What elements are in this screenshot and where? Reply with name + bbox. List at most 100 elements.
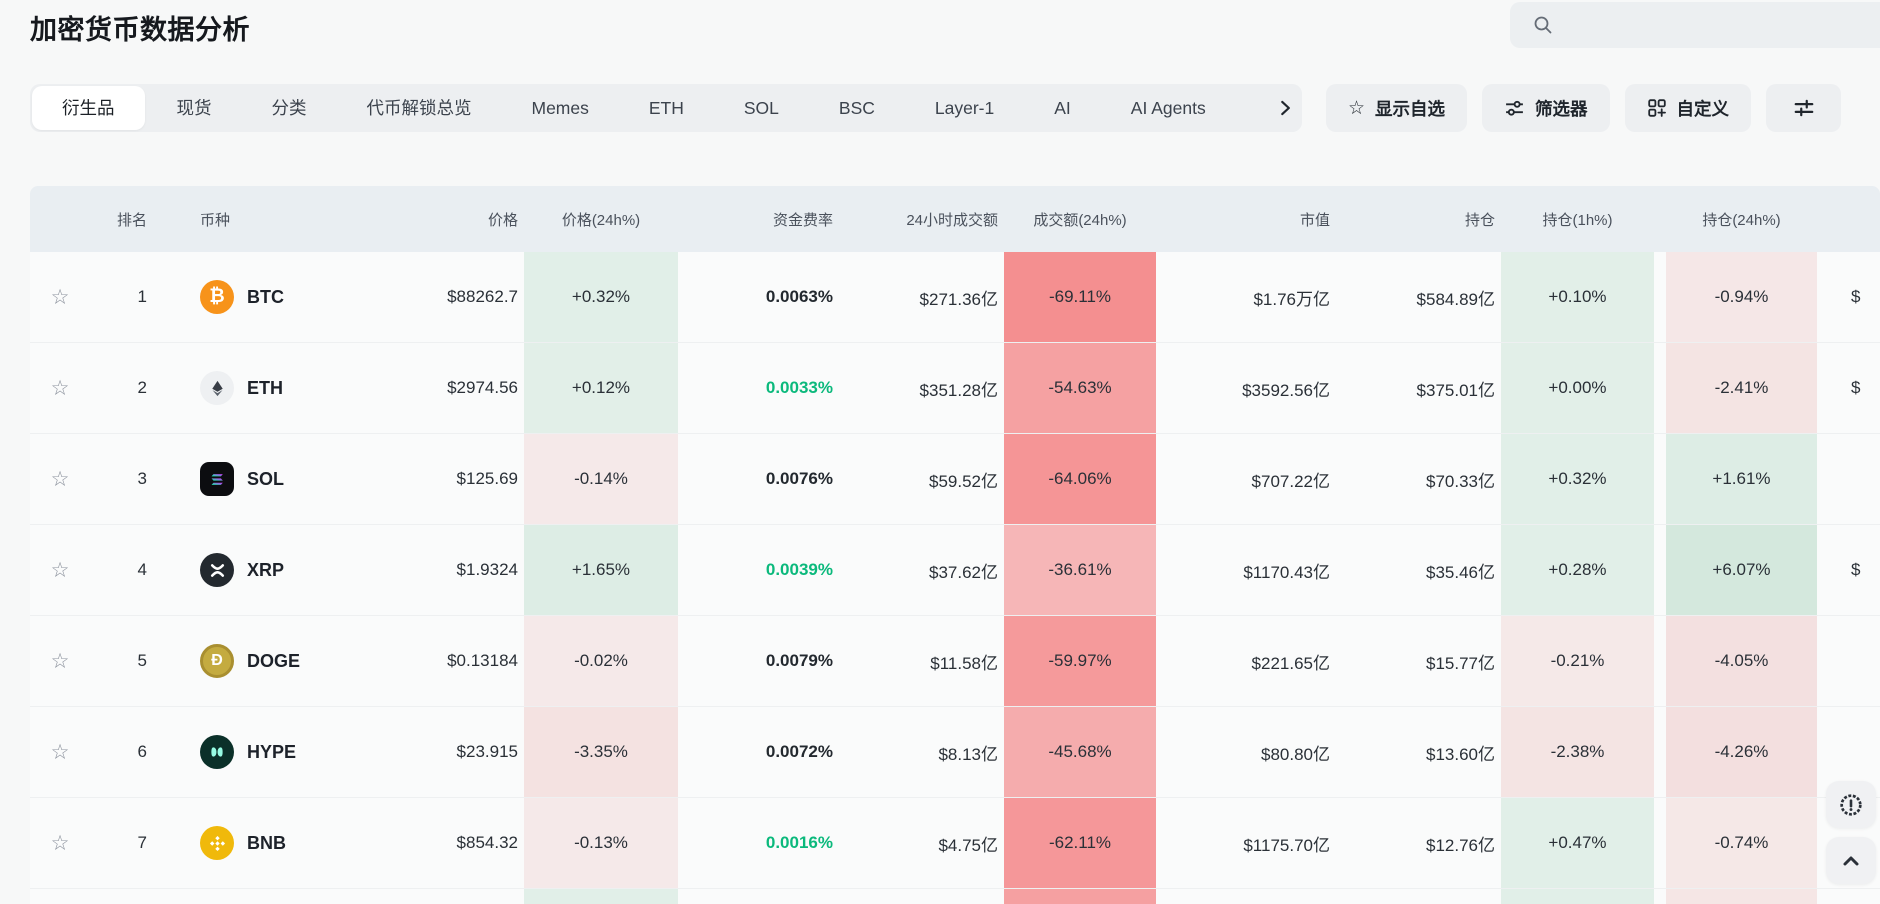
rank-cell: 3 <box>137 469 147 488</box>
open-interest-cell: $70.33亿 <box>1426 471 1495 491</box>
coin-cell: BNB <box>155 798 390 888</box>
rank-cell: 6 <box>137 742 147 761</box>
table-row[interactable]: ☆ 3 SOL $125.69 -0.14% 0.0076% $59.52亿 -64.06% $… <box>30 434 1880 525</box>
tab-SOL[interactable]: SOL <box>743 98 779 118</box>
column-header-funding-rate[interactable]: 资金费率 <box>772 211 833 229</box>
price-change-cell: -0.02% <box>518 616 684 706</box>
feedback-button[interactable] <box>1826 781 1876 828</box>
table-row[interactable]: ☆ 4 XRP $1.9324 +1.65% 0.0039% $37.62亿 -36.61% $… <box>30 525 1880 616</box>
scroll-top-button[interactable] <box>1826 837 1876 884</box>
price-cell: $125.69 <box>456 469 518 488</box>
market-cap-cell: $707.22亿 <box>1251 471 1330 491</box>
column-header-coin[interactable]: 币种 <box>200 211 231 229</box>
tab-AI[interactable]: AI <box>1054 98 1071 118</box>
tab-Layer-1[interactable]: Layer-1 <box>934 98 995 118</box>
funding-rate-cell <box>684 889 833 904</box>
edge-value-cell: $ <box>1851 287 1861 306</box>
column-header-volume-24h[interactable]: 24小时成交额 <box>906 211 998 229</box>
rank-cell: 2 <box>137 378 147 397</box>
funding-rate-cell: 0.0076% <box>765 469 833 488</box>
tab-Memes[interactable]: Memes <box>531 98 589 118</box>
price-cell: $88262.7 <box>447 287 518 306</box>
floating-buttons <box>1826 781 1876 884</box>
oi-24h-change-cell: -4.05% <box>1660 616 1823 706</box>
table-row[interactable] <box>30 889 1880 904</box>
coin-symbol: SOL <box>247 468 285 489</box>
favorite-star-icon[interactable]: ☆ <box>50 467 70 491</box>
oi-1h-change-cell <box>1495 889 1660 904</box>
customize-button-label: 自定义 <box>1676 98 1730 119</box>
tab-衍生品[interactable]: 衍生品 <box>32 86 145 130</box>
favorite-star-icon[interactable] <box>30 889 90 904</box>
tab-ETH[interactable]: ETH <box>648 98 684 118</box>
tab-现货[interactable]: 现货 <box>176 98 212 118</box>
volume-cell: $37.62亿 <box>929 562 998 582</box>
oi-1h-change-cell: +0.10% <box>1495 252 1660 342</box>
price-change-cell <box>518 889 684 904</box>
edge-value-cell <box>1823 616 1880 706</box>
adjust-columns-button[interactable] <box>1766 84 1842 132</box>
oi-24h-change-cell: -2.41% <box>1660 343 1823 433</box>
market-cap-cell: $1.76万亿 <box>1253 289 1330 309</box>
tab-scroll-right-button[interactable] <box>1274 97 1296 119</box>
edge-value-cell <box>1823 434 1880 524</box>
column-header-open-interest[interactable]: 持仓 <box>1464 211 1495 229</box>
volume-cell: $271.36亿 <box>919 289 998 309</box>
oi-1h-change-cell: +0.28% <box>1495 525 1660 615</box>
column-header-price-change-24h[interactable]: 价格(24h%) <box>561 211 641 229</box>
table-row[interactable]: ☆ 1 ₿ BTC $88262.7 +0.32% 0.0063% $271.36亿 -69.1… <box>30 252 1880 343</box>
coin-cell: ETH <box>155 343 390 433</box>
alert-badge-icon <box>1840 793 1862 816</box>
favorite-star-icon[interactable]: ☆ <box>50 376 70 400</box>
coin-symbol: ETH <box>247 377 283 398</box>
volume-change-cell: -62.11% <box>998 798 1162 888</box>
volume-change-cell <box>998 889 1162 904</box>
column-header-oi-change-24h[interactable]: 持仓(24h%) <box>1702 211 1781 229</box>
search-box[interactable] <box>1510 2 1880 48</box>
favorite-star-icon[interactable]: ☆ <box>50 558 70 582</box>
market-cap-cell <box>1162 889 1330 904</box>
show-favorites-button-label: 显示自选 <box>1375 98 1446 119</box>
oi-1h-change-cell: -0.21% <box>1495 616 1660 706</box>
tab-代币解锁总览[interactable]: 代币解锁总览 <box>366 98 472 118</box>
price-cell: $854.32 <box>456 833 518 852</box>
crypto-table: 排名 币种 价格 价格(24h%) 资金费率 24小时成交额 成交额(24h%) 市值 持仓 持仓… <box>30 186 1880 904</box>
filter-button-label: 筛选器 <box>1535 98 1588 119</box>
table-row[interactable]: ☆ 7 BNB $854.32 -0.13% 0.0016% $4.75亿 -62.11% $1… <box>30 798 1880 889</box>
market-cap-cell: $3592.56亿 <box>1242 380 1330 400</box>
coin-cell: HYPE <box>155 707 390 797</box>
favorite-star-icon[interactable]: ☆ <box>50 649 70 673</box>
column-header-oi-change-1h[interactable]: 持仓(1h%) <box>1542 211 1613 229</box>
funding-rate-cell: 0.0016% <box>765 833 833 852</box>
table-row[interactable]: ☆ 6 HYPE $23.915 -3.35% 0.0072% $8.13亿 -45.68% $… <box>30 707 1880 798</box>
column-header-rank[interactable]: 排名 <box>116 211 147 229</box>
column-header-price[interactable]: 价格 <box>487 211 518 229</box>
search-input[interactable] <box>1564 2 1880 48</box>
favorite-star-icon[interactable]: ☆ <box>50 740 70 764</box>
show-favorites-button[interactable]: ☆ 显示自选 <box>1326 84 1468 132</box>
coin-cell: ₿ BTC <box>155 252 390 342</box>
coin-symbol: BNB <box>247 832 286 853</box>
tab-BSC[interactable]: BSC <box>838 98 875 118</box>
volume-change-cell: -59.97% <box>998 616 1162 706</box>
table-row[interactable]: ☆ 2 ETH $2974.56 +0.12% 0.0033% $351.28亿 -54.63… <box>30 343 1880 434</box>
tab-分类[interactable]: 分类 <box>271 98 307 118</box>
filter-button[interactable]: 筛选器 <box>1482 84 1610 132</box>
hype-icon <box>200 735 234 769</box>
table-header: 排名 币种 价格 价格(24h%) 资金费率 24小时成交额 成交额(24h%) 市值 持仓 持仓… <box>30 186 1880 252</box>
funding-rate-cell: 0.0039% <box>765 560 833 579</box>
table-row[interactable]: ☆ 5 Ð DOGE $0.13184 -0.02% 0.0079% $11.58亿 -59.9… <box>30 616 1880 707</box>
volume-change-cell: -45.68% <box>998 707 1162 797</box>
market-cap-cell: $1170.43亿 <box>1243 562 1330 582</box>
column-header-volume-change-24h[interactable]: 成交额(24h%) <box>1033 211 1127 229</box>
oi-1h-change-cell: +0.32% <box>1495 434 1660 524</box>
tab-AI Agents[interactable]: AI Agents <box>1130 98 1206 118</box>
column-header-market-cap[interactable]: 市值 <box>1299 211 1330 229</box>
funding-rate-cell: 0.0072% <box>765 742 833 761</box>
doge-icon: Ð <box>200 644 234 678</box>
price-cell: $1.9324 <box>456 560 518 579</box>
customize-button[interactable]: 自定义 <box>1624 84 1752 132</box>
open-interest-cell: $12.76亿 <box>1426 835 1495 855</box>
favorite-star-icon[interactable]: ☆ <box>50 285 70 309</box>
favorite-star-icon[interactable]: ☆ <box>50 831 70 855</box>
